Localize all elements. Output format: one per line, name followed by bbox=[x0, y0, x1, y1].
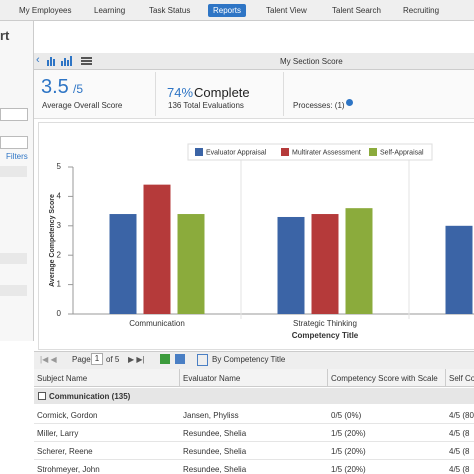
row-border bbox=[34, 423, 474, 424]
nav-item[interactable]: Task Status bbox=[149, 6, 191, 15]
x-axis-title: Competency Title bbox=[292, 331, 359, 340]
section-title: My Section Score bbox=[280, 57, 343, 66]
cell: 0/5 (0%) bbox=[331, 411, 362, 420]
cell: Miller, Larry bbox=[37, 429, 79, 438]
cell: Strohmeyer, John bbox=[37, 465, 100, 474]
section-bar bbox=[34, 53, 474, 70]
input[interactable] bbox=[0, 253, 27, 264]
group-label: Communication (135) bbox=[49, 392, 131, 401]
view-icons[interactable] bbox=[47, 55, 95, 67]
evaluations: 136 Total Evaluations bbox=[168, 101, 244, 110]
sidebar-title: rt bbox=[0, 28, 10, 43]
column-header[interactable]: Competency Score with Scale bbox=[331, 374, 438, 383]
group-icon[interactable] bbox=[197, 354, 208, 366]
score-label: Average Overall Score bbox=[42, 101, 123, 110]
cell: 4/5 (8 bbox=[449, 447, 470, 456]
row-border bbox=[34, 441, 474, 442]
y-tick-label: 2 bbox=[57, 250, 62, 259]
nav-item[interactable]: Talent View bbox=[266, 6, 307, 15]
nav-item[interactable]: Recruiting bbox=[403, 6, 440, 15]
cell: Jansen, Phyliss bbox=[183, 411, 239, 420]
table: Subject Name Evaluator Name Competency Sco… bbox=[34, 369, 474, 474]
bar bbox=[109, 214, 137, 314]
y-tick-label: 0 bbox=[57, 309, 62, 318]
score: 3.5 bbox=[41, 76, 69, 98]
excel-icon[interactable] bbox=[160, 354, 170, 364]
pager-first[interactable]: |◀ ◀ bbox=[40, 355, 57, 364]
y-tick-label: 1 bbox=[57, 280, 62, 289]
cell: Scherer, Reene bbox=[37, 447, 93, 456]
cell: Resundee, Shelia bbox=[183, 465, 247, 474]
back-icon[interactable]: ‹ bbox=[36, 54, 40, 66]
nav-item[interactable]: Talent Search bbox=[332, 6, 381, 15]
bar bbox=[445, 225, 473, 314]
bar bbox=[177, 214, 205, 314]
cell: Resundee, Shelia bbox=[183, 429, 247, 438]
y-tick-label: 5 bbox=[57, 162, 62, 171]
collapse-icon[interactable] bbox=[38, 392, 46, 400]
select[interactable] bbox=[0, 108, 28, 121]
cell: 1/5 (20%) bbox=[331, 447, 366, 456]
cell: 4/5 (80 bbox=[449, 411, 474, 420]
cell: Cormick, Gordon bbox=[37, 411, 98, 420]
legend-swatch bbox=[195, 148, 203, 156]
legend-swatch bbox=[281, 148, 289, 156]
cell: 4/5 (8 bbox=[449, 429, 470, 438]
processes: Processes: (1) bbox=[293, 101, 345, 110]
pager-page: Page bbox=[72, 355, 91, 364]
column-divider bbox=[327, 369, 328, 386]
group-row bbox=[34, 388, 474, 404]
column-header[interactable]: Subject Name bbox=[37, 374, 88, 383]
summary-row bbox=[34, 70, 474, 119]
x-tick-label: Communication bbox=[129, 319, 185, 328]
pager-next[interactable]: ▶ ▶| bbox=[128, 355, 145, 364]
column-divider bbox=[445, 369, 446, 386]
export-icon[interactable] bbox=[175, 354, 185, 364]
divider bbox=[155, 72, 156, 116]
chart-frame bbox=[38, 122, 474, 350]
bar bbox=[311, 214, 339, 314]
pager-bar bbox=[34, 351, 474, 369]
column-header[interactable]: Self Co bbox=[449, 374, 474, 383]
info-icon[interactable] bbox=[346, 99, 353, 106]
bar bbox=[277, 216, 305, 314]
legend-label: Multirater Assessment bbox=[292, 149, 361, 156]
pager-input[interactable]: 1 bbox=[91, 353, 103, 365]
row-border bbox=[34, 459, 474, 460]
legend-label: Self-Appraisal bbox=[380, 149, 424, 156]
score-scale: /5 bbox=[73, 82, 84, 96]
nav-bar: My Employees Learning Task Status Reports Ta… bbox=[0, 0, 474, 21]
select[interactable] bbox=[0, 136, 28, 149]
percent: 74% bbox=[167, 85, 194, 100]
bar bbox=[345, 208, 373, 314]
y-tick-label: 4 bbox=[57, 192, 62, 201]
nav-item[interactable]: Reports bbox=[208, 4, 247, 17]
filters-link[interactable]: Filters bbox=[6, 152, 28, 161]
cell: 1/5 (20%) bbox=[331, 465, 366, 474]
complete: Complete bbox=[194, 85, 250, 100]
table-header bbox=[34, 369, 474, 387]
column-header[interactable]: Evaluator Name bbox=[183, 374, 241, 383]
input[interactable] bbox=[0, 285, 27, 296]
cell: 1/5 (20%) bbox=[331, 429, 366, 438]
pager-of: of 5 bbox=[106, 355, 120, 364]
divider bbox=[283, 72, 284, 116]
cell: Resundee, Shelia bbox=[183, 447, 247, 456]
nav-item[interactable]: My Employees bbox=[19, 6, 72, 15]
x-tick-label: Strategic Thinking bbox=[293, 319, 357, 328]
legend-swatch bbox=[369, 148, 377, 156]
input[interactable] bbox=[0, 166, 27, 177]
y-axis-title: Average Competency Score bbox=[49, 194, 56, 287]
legend-label: Evaluator Appraisal bbox=[206, 149, 267, 156]
chart: 0 1 2 3 4 5 Average Competency Score Competency… bbox=[49, 143, 474, 340]
cell: 4/5 (8 bbox=[449, 465, 470, 474]
y-tick-label: 3 bbox=[57, 221, 62, 230]
bar bbox=[143, 184, 171, 314]
column-divider bbox=[179, 369, 180, 386]
group-by[interactable]: By Competency Title bbox=[212, 355, 286, 364]
nav-item[interactable]: Learning bbox=[94, 6, 126, 15]
